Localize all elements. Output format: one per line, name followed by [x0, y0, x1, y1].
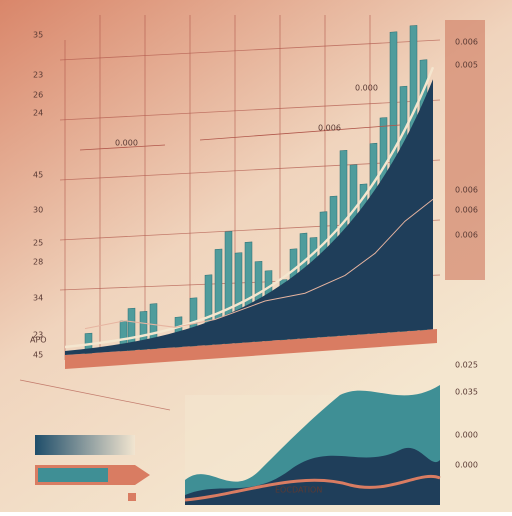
- legend-bar: [35, 435, 135, 455]
- label: 25: [33, 239, 43, 248]
- decoration: [19, 379, 171, 411]
- decoration: [199, 124, 401, 141]
- label: 45: [33, 351, 43, 360]
- curve: [64, 66, 435, 349]
- wave-panel: 0.025 0.035 0.000 0.000 EOCDATION: [184, 361, 478, 505]
- label: 34: [33, 294, 43, 303]
- legend-fill: [38, 468, 108, 482]
- decoration: [59, 39, 441, 61]
- label: 0.006: [455, 38, 478, 47]
- label: 0.035: [455, 388, 478, 397]
- label: 0.006: [455, 231, 478, 240]
- axis-label: APO: [30, 336, 47, 345]
- area: [65, 79, 433, 355]
- label: 0.005: [455, 61, 478, 70]
- label: 23: [33, 71, 43, 80]
- label: 0.000: [455, 461, 478, 470]
- bar-chart: [64, 25, 437, 369]
- decoration: [79, 144, 166, 151]
- base: [65, 328, 437, 369]
- legend-swatch: [128, 493, 136, 501]
- label: 30: [33, 206, 43, 215]
- side-panel: [445, 20, 485, 280]
- label: 0.000: [455, 431, 478, 440]
- label: 0.006: [455, 186, 478, 195]
- caption: EOCDATION: [275, 486, 322, 495]
- legend: [35, 435, 150, 501]
- decoration: [59, 99, 441, 121]
- label: 45: [33, 171, 43, 180]
- label: 26: [33, 91, 43, 100]
- right-labels: 0.006 0.005 0.006 0.006 0.006: [455, 38, 478, 240]
- decoration: [184, 475, 441, 502]
- label: 35: [33, 31, 43, 40]
- annotations: 0.000 0.006 0.000: [79, 84, 401, 151]
- left-labels: 35 23 26 24 45 30 25 28 34 23 45 APO: [30, 31, 47, 360]
- annotation: 0.000: [355, 84, 378, 93]
- decoration: [185, 447, 440, 505]
- label: 23: [33, 331, 43, 340]
- label: 28: [33, 258, 43, 267]
- trend-line: [84, 198, 434, 330]
- annotation: 0.000: [115, 139, 138, 148]
- label: 24: [33, 109, 43, 118]
- label: 0.025: [455, 361, 478, 370]
- annotation: 0.006: [318, 124, 341, 133]
- label: 0.006: [455, 206, 478, 215]
